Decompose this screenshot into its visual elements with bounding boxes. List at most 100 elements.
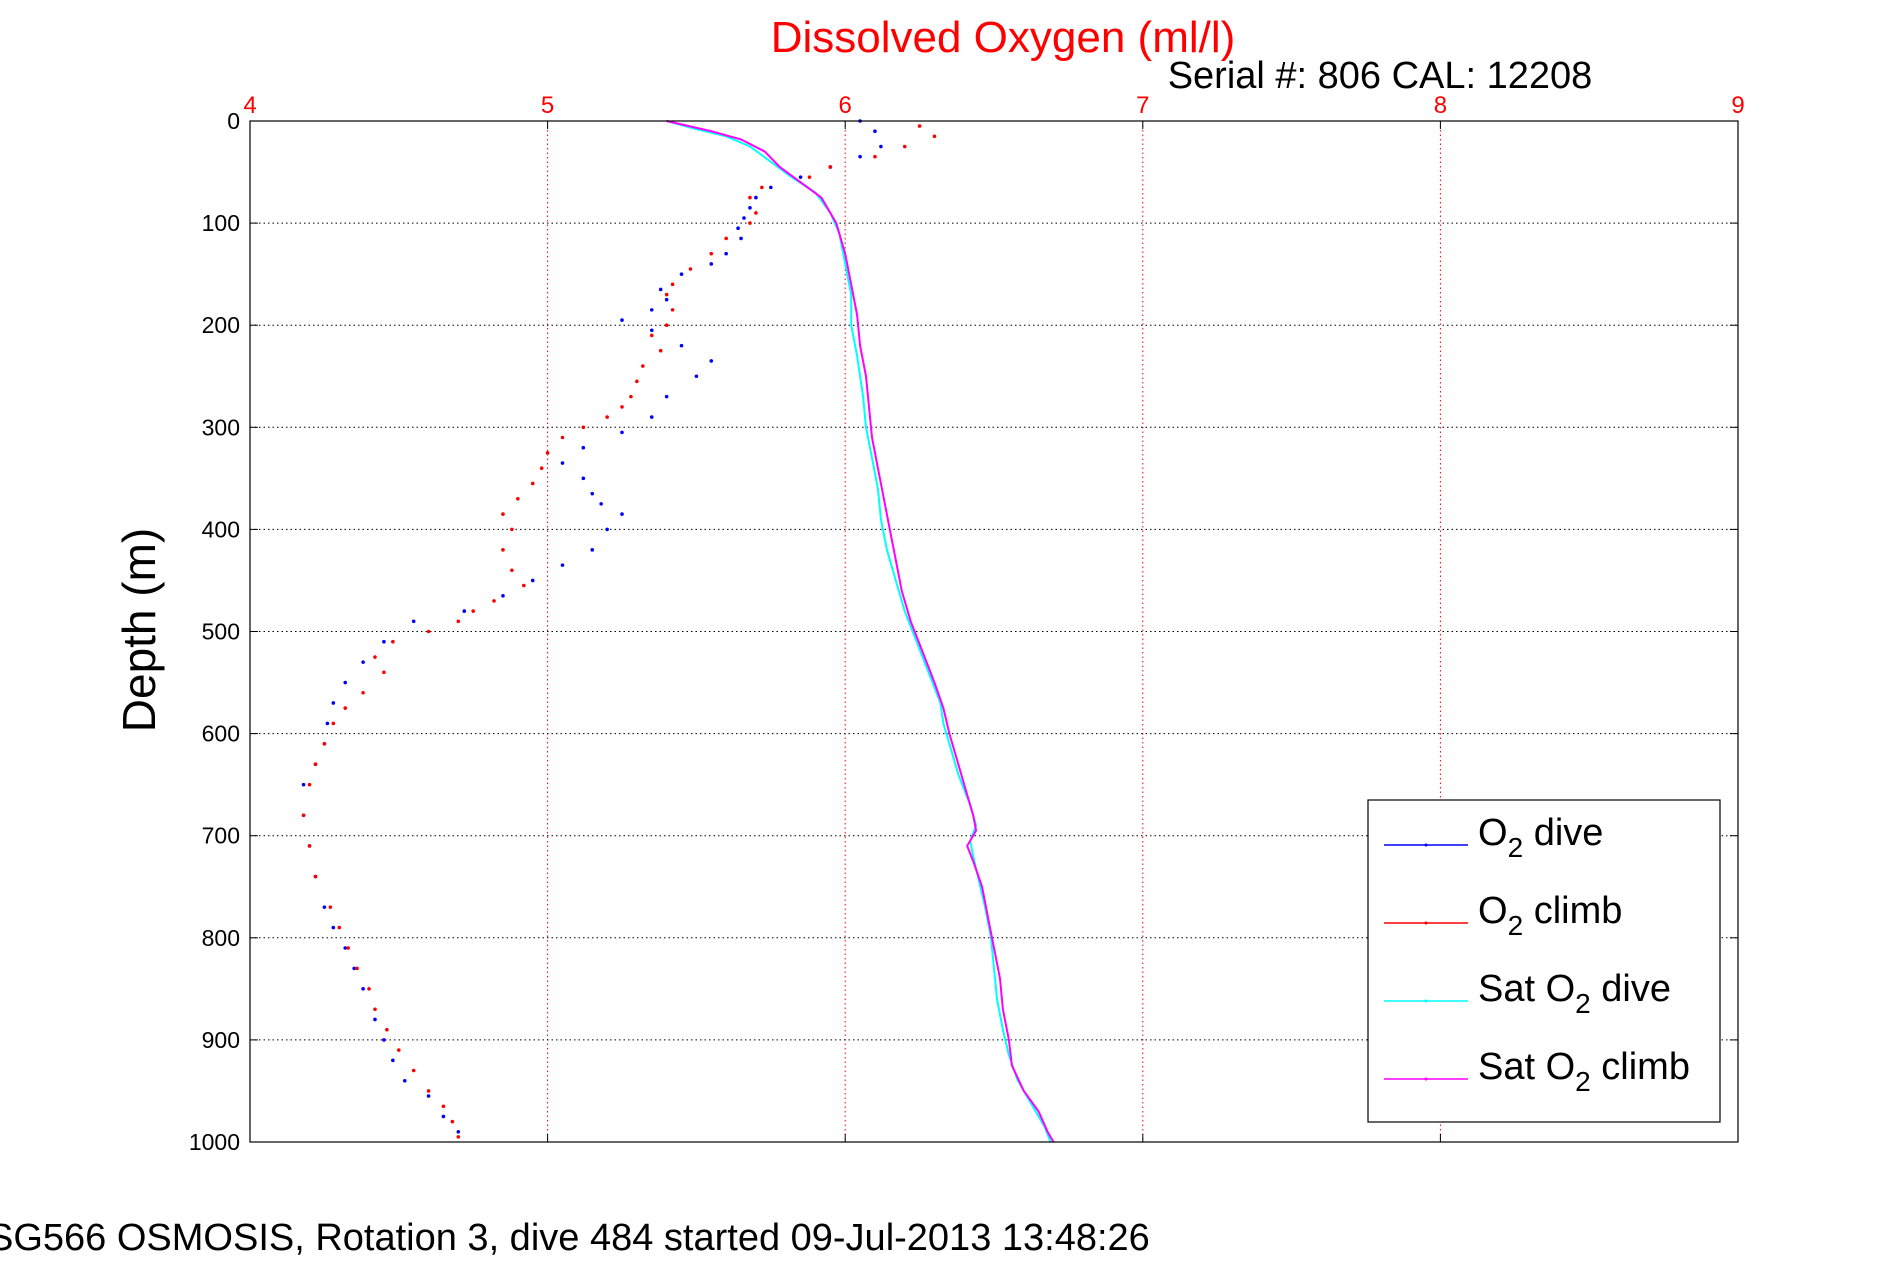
series-o2-dive xyxy=(301,119,883,1134)
data-point xyxy=(664,323,669,328)
data-point xyxy=(679,272,684,276)
data-point xyxy=(382,1038,386,1042)
legend-label-text: dive xyxy=(1523,812,1603,854)
footer-caption: SG566 OSMOSIS, Rotation 3, dive 484 star… xyxy=(0,1217,1150,1259)
data-point xyxy=(670,308,675,312)
data-point xyxy=(605,527,609,532)
y-tick-label: 500 xyxy=(202,619,240,645)
data-point xyxy=(373,655,377,659)
legend-marker xyxy=(1424,843,1428,847)
data-point xyxy=(957,773,960,776)
data-point xyxy=(382,639,386,644)
data-point xyxy=(889,528,891,531)
data-point xyxy=(560,461,565,465)
data-point xyxy=(709,251,714,256)
data-point xyxy=(346,946,351,950)
data-point xyxy=(539,466,544,470)
data-point xyxy=(391,1058,395,1063)
data-point xyxy=(868,406,870,408)
data-point xyxy=(361,690,365,695)
data-point xyxy=(510,527,514,532)
data-point xyxy=(883,497,885,500)
data-point xyxy=(1031,1105,1034,1108)
legend-label-text: O xyxy=(1478,890,1508,932)
data-point xyxy=(894,559,897,561)
data-point xyxy=(331,925,336,930)
data-point xyxy=(331,701,336,705)
data-point xyxy=(510,568,514,573)
data-point xyxy=(649,308,654,312)
data-point xyxy=(856,314,858,316)
data-point xyxy=(367,987,371,991)
legend-marker xyxy=(1424,1077,1428,1081)
data-point xyxy=(972,814,974,817)
data-point xyxy=(966,794,969,796)
data-point xyxy=(709,359,714,363)
legend-label-subscript: 2 xyxy=(1508,832,1524,863)
data-point xyxy=(426,629,431,634)
data-point xyxy=(590,548,595,552)
legend-marker xyxy=(1424,921,1428,925)
series-o2-climb xyxy=(301,124,937,1139)
data-point xyxy=(411,1068,416,1073)
data-point xyxy=(581,445,586,450)
data-point xyxy=(521,583,526,588)
y-tick-label: 1000 xyxy=(189,1129,240,1155)
data-point xyxy=(902,144,907,149)
y-tick-label: 300 xyxy=(202,414,240,440)
data-point xyxy=(871,457,873,459)
x-tick-layer: 4 5 6 7 8 9 xyxy=(243,92,1745,1142)
legend-label-text: O xyxy=(1478,812,1508,854)
data-point xyxy=(710,130,713,133)
data-point xyxy=(456,619,461,624)
data-point xyxy=(620,512,624,516)
legend-label-subscript: 2 xyxy=(1508,910,1524,941)
data-point xyxy=(850,293,852,296)
data-point xyxy=(740,138,742,141)
data-point xyxy=(871,436,873,439)
data-point xyxy=(948,732,951,735)
data-point xyxy=(325,721,330,726)
legend-label-subscript: 2 xyxy=(1575,988,1591,1019)
data-point xyxy=(629,394,633,399)
data-point xyxy=(966,845,969,847)
legend-label-text: Sat O xyxy=(1478,1046,1575,1088)
data-point xyxy=(1011,1064,1013,1067)
data-point xyxy=(352,966,356,971)
data-point xyxy=(748,221,752,225)
data-point xyxy=(361,660,365,664)
data-point xyxy=(996,998,998,1000)
data-point xyxy=(724,236,728,241)
data-point xyxy=(664,297,669,302)
data-point xyxy=(1008,1039,1010,1041)
legend-marker xyxy=(1424,999,1428,1003)
legend-label-text: Sat O xyxy=(1478,968,1575,1010)
data-point xyxy=(942,722,945,725)
x-tick-label: 9 xyxy=(1731,92,1744,119)
y-tick-label: 600 xyxy=(202,721,240,747)
data-point xyxy=(948,743,951,745)
x-tick-label: 5 xyxy=(541,92,554,119)
data-point xyxy=(620,405,624,409)
data-point xyxy=(581,476,586,481)
data-point xyxy=(828,165,833,169)
data-point xyxy=(694,374,699,379)
data-point xyxy=(879,144,883,149)
y-tick-label: 400 xyxy=(202,516,240,542)
data-point xyxy=(581,425,586,430)
data-point xyxy=(1002,1028,1004,1031)
legend-box xyxy=(1367,799,1721,1123)
x-tick-label: 4 xyxy=(243,92,256,119)
chart-subtitle: Serial #: 806 CAL: 12208 xyxy=(1168,55,1593,97)
data-point xyxy=(307,782,312,787)
data-point xyxy=(850,283,852,286)
data-point xyxy=(385,1027,389,1032)
data-point xyxy=(1002,1008,1004,1011)
data-point xyxy=(769,185,773,190)
y-tick-label: 700 xyxy=(202,823,240,849)
data-point xyxy=(411,619,416,624)
data-point xyxy=(736,226,740,231)
data-point xyxy=(917,124,922,128)
series-layer xyxy=(301,119,1055,1143)
data-point xyxy=(391,639,395,644)
